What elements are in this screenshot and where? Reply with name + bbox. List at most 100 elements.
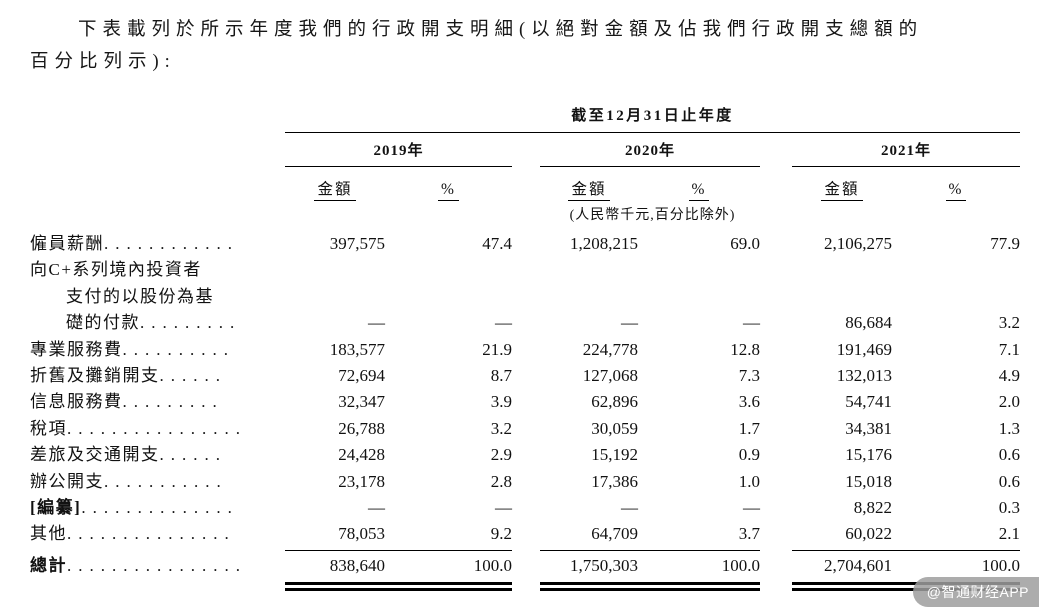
rule-segment bbox=[540, 549, 760, 551]
row-label: 向C+系列境內投資者 支付的以股份為基 礎的付款......... bbox=[30, 257, 285, 336]
row-label-line: [編纂].............. bbox=[30, 495, 285, 521]
row-label-line: 支付的以股份為基 bbox=[30, 284, 285, 310]
rule-segment bbox=[792, 549, 1020, 551]
total-bottom-rule bbox=[30, 582, 1020, 592]
table-cell: — bbox=[495, 497, 512, 517]
rule-segment bbox=[285, 549, 512, 551]
dot-leader: ............ bbox=[104, 234, 239, 253]
row-label-text: 折舊及攤銷開支 bbox=[30, 365, 160, 385]
row-label: 專業服務費.......... bbox=[30, 337, 285, 363]
row-label-line: 僱員薪酬............ bbox=[30, 231, 285, 257]
table-cell: 3.9 bbox=[490, 392, 512, 412]
table-row: 稅項................ 26,788 3.2 30,059 1.7… bbox=[30, 416, 1020, 442]
table-cell: 191,469 bbox=[836, 339, 892, 359]
table-cell: 23,178 bbox=[338, 471, 385, 491]
table-cell: 7.1 bbox=[998, 339, 1020, 359]
row-label-line: 稅項................ bbox=[30, 416, 285, 442]
intro-line-2: 百分比列示): bbox=[30, 52, 176, 72]
year-header-2020: 2020年 bbox=[540, 139, 760, 167]
total-row: 總計................ 838,640 100.0 1,750,3… bbox=[30, 553, 1020, 579]
table-cell: 78,053 bbox=[338, 524, 385, 544]
row-label-text: 信息服務費 bbox=[30, 392, 123, 412]
table-cell: 397,575 bbox=[329, 234, 385, 253]
row-label: 稅項................ bbox=[30, 416, 285, 442]
table-cell: 183,577 bbox=[329, 339, 385, 359]
table-cell: 1.3 bbox=[998, 418, 1020, 438]
table-row: 其他............... 78,053 9.2 64,709 3.7 … bbox=[30, 521, 1020, 547]
table-cell: 7.3 bbox=[738, 365, 760, 385]
year-header-row: 2019年 2020年 2021年 bbox=[30, 139, 1020, 167]
table-cell: 8,822 bbox=[853, 497, 892, 517]
col-header-percent-2021: % bbox=[892, 181, 1020, 201]
table-cell: 60,022 bbox=[845, 524, 892, 544]
table-cell: 127,068 bbox=[582, 365, 638, 385]
table-cell: 17,386 bbox=[591, 471, 638, 491]
table-cell: 30,059 bbox=[591, 418, 638, 438]
dot-leader: .............. bbox=[81, 497, 239, 517]
total-amount-2019: 838,640 bbox=[329, 555, 385, 575]
table-row: 專業服務費.......... 183,577 21.9 224,778 12.… bbox=[30, 337, 1020, 363]
percent-label: % bbox=[438, 181, 459, 201]
year-header-2021: 2021年 bbox=[792, 139, 1020, 167]
double-rule-segment bbox=[540, 582, 760, 592]
unit-note: (人民幣千元,百分比除外) bbox=[569, 208, 736, 223]
row-label-text: 辦公開支 bbox=[30, 471, 104, 491]
table-cell: 3.2 bbox=[998, 313, 1020, 333]
row-label-text: 其他 bbox=[30, 524, 67, 544]
table-cell: 224,778 bbox=[582, 339, 638, 359]
table-row: 信息服務費......... 32,347 3.9 62,896 3.6 54,… bbox=[30, 389, 1020, 415]
table-cell: — bbox=[368, 313, 385, 333]
dot-leader: ........... bbox=[104, 471, 228, 491]
table-cell: 3.6 bbox=[738, 392, 760, 412]
row-label-text: 礎的付款 bbox=[66, 313, 140, 333]
table-cell: 2.1 bbox=[998, 524, 1020, 544]
table-cell: — bbox=[368, 497, 385, 517]
col-header-amount-2021: 金額 bbox=[792, 177, 892, 201]
total-amount-2021: 2,704,601 bbox=[824, 555, 892, 575]
row-label-line: 向C+系列境內投資者 bbox=[30, 257, 285, 283]
dot-leader: ............... bbox=[67, 524, 236, 544]
dot-leader: ......... bbox=[122, 392, 224, 412]
row-label-text: 支付的以股份為基 bbox=[66, 286, 214, 306]
col-header-percent-2020: % bbox=[638, 181, 760, 201]
row-label-line: 辦公開支........... bbox=[30, 469, 285, 495]
table-row: 僱員薪酬............ 397,575 47.4 1,208,215 … bbox=[30, 231, 1020, 257]
unit-note-row: (人民幣千元,百分比除外) bbox=[30, 202, 1020, 224]
table-cell: 3.7 bbox=[738, 524, 760, 544]
table-cell: 64,709 bbox=[591, 524, 638, 544]
table-cell: 26,788 bbox=[338, 418, 385, 438]
row-label-line: 礎的付款......... bbox=[30, 310, 285, 336]
period-header: 截至12月31日止年度 bbox=[285, 104, 1020, 133]
row-label: 折舊及攤銷開支...... bbox=[30, 363, 285, 389]
table-cell: 2.8 bbox=[490, 471, 512, 491]
dot-leader: .......... bbox=[122, 339, 235, 359]
row-label-line: 折舊及攤銷開支...... bbox=[30, 363, 285, 389]
total-label: 總計 bbox=[30, 555, 67, 575]
amount-label: 金額 bbox=[568, 181, 610, 201]
total-top-rule bbox=[30, 549, 1020, 551]
amount-label: 金額 bbox=[821, 181, 863, 201]
row-label: 信息服務費......... bbox=[30, 389, 285, 415]
double-rule-segment bbox=[285, 582, 512, 592]
table-cell: 2.9 bbox=[490, 445, 512, 465]
row-label-text: [編纂] bbox=[30, 497, 82, 517]
table-cell: 77.9 bbox=[990, 234, 1020, 253]
double-rule-segment bbox=[792, 582, 1020, 592]
total-percent-2020: 100.0 bbox=[721, 555, 760, 575]
watermark-badge: @智通财经APP bbox=[912, 577, 1039, 607]
table-cell: 0.3 bbox=[998, 497, 1020, 517]
row-label: 總計................ bbox=[30, 553, 285, 579]
table-cell: 0.9 bbox=[738, 445, 760, 465]
row-label-line: 差旅及交通開支...... bbox=[30, 442, 285, 468]
table-cell: 15,176 bbox=[845, 445, 892, 465]
dot-leader: ......... bbox=[140, 313, 242, 333]
table-cell: 72,694 bbox=[338, 365, 385, 385]
col-header-percent-2019: % bbox=[385, 181, 512, 201]
table-cell: 47.4 bbox=[482, 234, 512, 253]
table-cell: 1,208,215 bbox=[570, 234, 638, 253]
row-label-line: 專業服務費.......... bbox=[30, 337, 285, 363]
admin-expense-table: 截至12月31日止年度 2019年 2020年 2021年 金額 % 金額 % … bbox=[30, 104, 1020, 592]
table-cell: 21.9 bbox=[482, 339, 512, 359]
row-label-text: 僱員薪酬 bbox=[30, 234, 104, 253]
table-cell: — bbox=[743, 497, 760, 517]
